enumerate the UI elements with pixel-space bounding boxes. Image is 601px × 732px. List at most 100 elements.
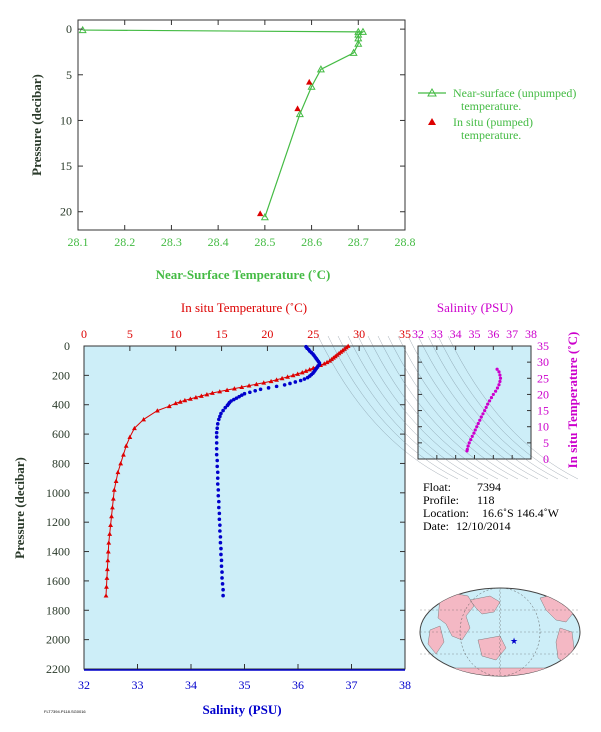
temperature-point bbox=[324, 359, 330, 365]
ts-diagram: 32 33 34 35 36 37 38 0 5 10 15 20 25 30 35 Salinity (… bbox=[317, 300, 580, 480]
footer-id: FLT7394.P118.SG0016 bbox=[44, 709, 86, 714]
density-contour bbox=[367, 335, 499, 480]
salinity-point bbox=[215, 476, 220, 480]
density-contour bbox=[447, 335, 579, 480]
salinity-point bbox=[217, 517, 222, 522]
salinity-point bbox=[223, 405, 228, 410]
temperature-point bbox=[279, 375, 285, 381]
profile-y-tick-label: 1800 bbox=[46, 603, 70, 617]
ts-point bbox=[479, 415, 483, 419]
top-x-tick-label: 28.3 bbox=[161, 235, 182, 249]
salinity-point bbox=[221, 408, 225, 413]
salinity-point bbox=[214, 435, 219, 439]
density-contour bbox=[327, 335, 459, 480]
salinity-tick-label: 33 bbox=[132, 678, 144, 692]
temperature-point bbox=[110, 505, 115, 510]
salinity-point bbox=[298, 378, 303, 383]
unpumped-temperature-point bbox=[358, 27, 368, 35]
ts-y-tick-label: 30 bbox=[537, 355, 549, 369]
temperature-point bbox=[123, 443, 129, 448]
ts-x-tick-label: 34 bbox=[450, 327, 462, 341]
temperature-point bbox=[246, 383, 252, 388]
salinity-point bbox=[217, 499, 221, 504]
salinity-point bbox=[305, 375, 310, 380]
unpumped-temperature-point bbox=[349, 48, 358, 56]
ts-y-tick-label: 10 bbox=[537, 420, 549, 434]
temperature-point bbox=[104, 566, 110, 572]
float-value: 7394 bbox=[477, 480, 501, 494]
ts-point bbox=[478, 418, 482, 422]
ts-y-tick-label: 5 bbox=[543, 436, 549, 450]
salinity-tick-label: 37 bbox=[346, 678, 358, 692]
temperature-point bbox=[239, 384, 245, 390]
salinity-point bbox=[221, 587, 225, 592]
temperature-point bbox=[104, 575, 110, 580]
profile-y-tick-label: 1400 bbox=[46, 545, 70, 559]
unpumped-temperature-point bbox=[295, 109, 304, 118]
salinity-point bbox=[215, 464, 220, 469]
ts-point bbox=[470, 434, 474, 438]
ts-point bbox=[495, 386, 500, 390]
profile-chart: 0200400600800100012001400160018002000220… bbox=[12, 300, 411, 717]
temperature-point bbox=[268, 378, 274, 384]
salinity-point bbox=[218, 529, 222, 533]
top-x-tick-label: 28.1 bbox=[68, 235, 89, 249]
temperature-axis-label: In situ Temperature (˚C) bbox=[181, 300, 307, 315]
top-x-tick-label: 28.6 bbox=[301, 235, 322, 249]
temperature-point bbox=[132, 425, 137, 431]
salinity-point bbox=[216, 493, 221, 498]
salinity-point bbox=[216, 488, 221, 492]
temperature-point bbox=[327, 358, 333, 363]
temperature-point bbox=[154, 408, 160, 413]
ts-y-tick-label: 0 bbox=[543, 452, 549, 466]
temperature-point bbox=[182, 397, 188, 403]
temperature-point bbox=[106, 540, 112, 545]
temperature-point bbox=[299, 370, 305, 375]
salinity-point bbox=[217, 505, 221, 510]
unpumped-temperature-point bbox=[307, 82, 316, 90]
profile-y-tick-label: 800 bbox=[52, 456, 70, 470]
temperature-tick-label: 25 bbox=[307, 327, 319, 341]
salinity-point bbox=[217, 417, 221, 422]
pumped-temperature-point bbox=[256, 210, 264, 217]
profile-y-tick-label: 1600 bbox=[46, 574, 70, 588]
temperature-point bbox=[285, 374, 291, 379]
legend-label-pumped-line2: temperature. bbox=[461, 128, 521, 142]
temperature-point bbox=[193, 394, 199, 400]
ts-y-axis-label: In situ Temperature (˚C) bbox=[565, 332, 580, 469]
ts-point bbox=[498, 373, 502, 377]
ts-point bbox=[476, 421, 480, 426]
salinity-point bbox=[215, 426, 220, 431]
temperature-point bbox=[118, 461, 124, 466]
salinity-tick-label: 38 bbox=[399, 678, 411, 692]
temperature-point bbox=[307, 367, 313, 372]
salinity-point bbox=[219, 546, 223, 551]
profile-y-tick-label: 1000 bbox=[46, 486, 70, 500]
temperature-point bbox=[187, 396, 193, 401]
salinity-point bbox=[214, 430, 219, 435]
salinity-point bbox=[214, 446, 219, 451]
top-y-tick-label: 20 bbox=[60, 205, 72, 219]
salinity-point bbox=[219, 552, 223, 557]
density-contour bbox=[417, 335, 549, 480]
location-value: 16.6˚S 146.4˚W bbox=[482, 506, 560, 520]
salinity-point bbox=[218, 535, 223, 539]
salinity-point bbox=[220, 582, 225, 586]
density-contour bbox=[377, 335, 509, 480]
legend-marker-pumped bbox=[428, 118, 436, 125]
near-surface-chart: 28.1 28.2 28.3 28.4 28.5 28.6 28.7 28.8 0 5 10 15 2… bbox=[29, 19, 416, 282]
top-x-tick-label: 28.2 bbox=[114, 235, 135, 249]
profile-y-tick-label: 2200 bbox=[46, 662, 70, 676]
legend-marker-unpumped bbox=[427, 87, 437, 97]
float-position-star-icon: ★ bbox=[510, 636, 518, 646]
density-contour bbox=[357, 335, 489, 480]
temperature-point bbox=[295, 371, 301, 376]
ts-point bbox=[498, 379, 502, 384]
salinity-point bbox=[215, 470, 220, 475]
temperature-point bbox=[111, 487, 117, 492]
ts-point bbox=[497, 370, 501, 374]
legend-label-unpumped-line2: temperature. bbox=[461, 99, 521, 113]
temperature-tick-label: 15 bbox=[216, 327, 228, 341]
salinity-point bbox=[217, 511, 222, 516]
